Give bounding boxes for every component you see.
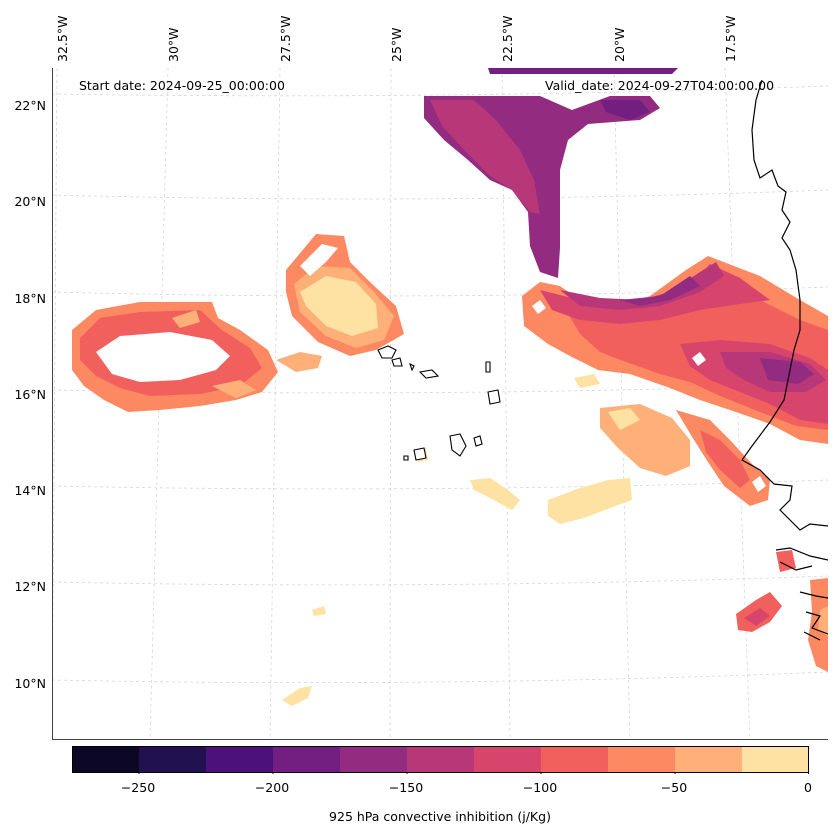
contour-north-plume — [424, 68, 678, 278]
colorbar-tick-label: −150 — [388, 780, 424, 795]
valid-date-label: Valid_date: 2024-09-27T04:00:00.00 — [545, 78, 775, 93]
colorbar-segment — [675, 746, 743, 773]
colorbar-title: 925 hPa convective inhibition (j/Kg) — [329, 809, 551, 824]
colorbar-segment — [273, 746, 341, 773]
colorbar-tick-label: 0 — [804, 780, 812, 795]
lon-label-20w: 20°W — [612, 27, 627, 62]
lon-label-30w: 30°W — [166, 27, 181, 62]
contour-yellow-patches — [282, 374, 632, 706]
colorbar-segment — [72, 746, 140, 773]
contour-east-plume — [522, 256, 828, 444]
lat-label-10n: 10°N — [14, 676, 46, 691]
map-frame — [52, 68, 828, 740]
colorbar-tick-label: −50 — [660, 780, 688, 795]
lat-label-20n: 20°N — [14, 194, 46, 209]
lon-label-32-5w: 32.5°W — [55, 15, 70, 62]
contour-coastal-patches — [736, 550, 828, 672]
coastline-africa — [741, 79, 828, 531]
colorbar-segment — [474, 746, 542, 773]
colorbar-tick-label: −250 — [120, 780, 156, 795]
colorbar-segment — [206, 746, 274, 773]
colorbar-segment — [541, 746, 609, 773]
contour-small-patch — [276, 352, 322, 372]
colorbar-segment — [608, 746, 676, 773]
contour-south-east-patch — [600, 404, 770, 506]
contour-central-blob — [286, 234, 404, 356]
colorbar-tick-label: −100 — [522, 780, 558, 795]
colorbar-segment — [139, 746, 207, 773]
coastline-africa-south — [775, 547, 828, 641]
lat-label-14n: 14°N — [14, 483, 46, 498]
colorbar — [72, 746, 809, 774]
colorbar-segment — [742, 746, 809, 773]
lon-label-25w: 25°W — [389, 27, 404, 62]
map-canvas — [52, 68, 828, 740]
cape-verde-islands — [377, 345, 501, 461]
lon-label-22-5w: 22.5°W — [500, 15, 515, 62]
colorbar-tick-label: −200 — [254, 780, 290, 795]
lat-label-16n: 16°N — [14, 387, 46, 402]
lat-label-18n: 18°N — [14, 291, 46, 306]
lon-label-27-5w: 27.5°W — [278, 15, 293, 62]
colorbar-segment — [340, 746, 408, 773]
start-date-label: Start date: 2024-09-25_00:00:00 — [79, 78, 285, 93]
lat-label-12n: 12°N — [14, 579, 46, 594]
lon-label-17-5w: 17.5°W — [723, 15, 738, 62]
colorbar-segment — [407, 746, 475, 773]
contour-west-band — [72, 302, 278, 412]
lat-label-22n: 22°N — [14, 98, 46, 113]
